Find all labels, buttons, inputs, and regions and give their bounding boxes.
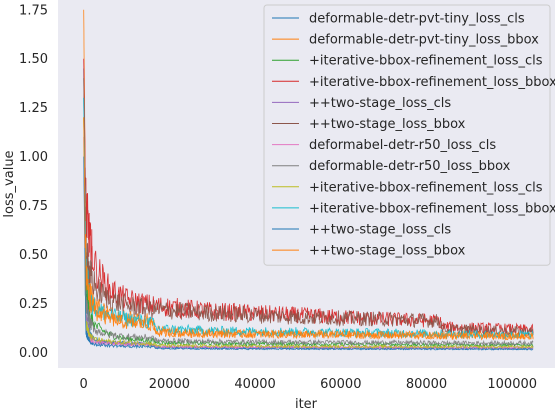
legend-entry: ++two-stage_loss_bbox — [309, 117, 466, 132]
series-line — [83, 9, 534, 340]
series-layer — [83, 9, 534, 351]
x-tick-label: 80000 — [406, 377, 447, 392]
y-tick-label: 1.25 — [19, 101, 48, 116]
legend-entry: +iterative-bbox-refinement_loss_bbox — [309, 75, 555, 90]
y-tick-label: 1.50 — [19, 52, 48, 67]
y-tick-label: 0.75 — [19, 199, 48, 214]
x-tick-label: 40000 — [234, 377, 275, 392]
series-line — [83, 97, 534, 347]
x-tick-label: 100000 — [487, 377, 537, 392]
series-line — [83, 117, 534, 341]
legend-entry: deformabel-detr-r50_loss_cls — [309, 138, 496, 153]
y-tick-label: 1.75 — [19, 3, 48, 18]
x-axis-label: iter — [295, 397, 318, 411]
x-tick-label: 0 — [80, 377, 88, 392]
x-tick-labels: 0 20000 40000 60000 80000 100000 — [80, 377, 537, 392]
y-tick-label: 0.50 — [19, 248, 48, 263]
y-tick-label: 1.00 — [19, 150, 48, 165]
legend-entry: deformable-detr-pvt-tiny_loss_cls — [309, 12, 525, 27]
y-tick-label: 0.25 — [19, 297, 48, 312]
y-tick-labels: 0.00 0.25 0.50 0.75 1.00 1.25 1.50 1.75 — [19, 3, 48, 361]
legend-entry: +iterative-bbox-refinement_loss_bbox — [309, 201, 555, 216]
legend-box — [263, 4, 551, 266]
legend-entry: deformable-detr-r50_loss_bbox — [309, 159, 511, 174]
series-line — [83, 78, 534, 337]
legend-entry: ++two-stage_loss_cls — [309, 223, 451, 238]
series-line — [83, 156, 534, 351]
x-tick-label: 20000 — [149, 377, 190, 392]
y-tick-label: 0.00 — [19, 346, 48, 361]
x-tick-label: 60000 — [320, 377, 361, 392]
legend-entry: deformable-detr-pvt-tiny_loss_bbox — [309, 33, 539, 48]
legend-entry: ++two-stage_loss_bbox — [309, 244, 466, 259]
legend-entry: +iterative-bbox-refinement_loss_cls — [309, 180, 543, 195]
series-line — [83, 117, 534, 350]
legend-entry: +iterative-bbox-refinement_loss_cls — [309, 54, 543, 69]
y-axis-label: loss_value — [2, 150, 17, 217]
legend: deformable-detr-pvt-tiny_loss_clsdeforma… — [263, 4, 555, 266]
legend-entry: ++two-stage_loss_cls — [309, 96, 451, 111]
